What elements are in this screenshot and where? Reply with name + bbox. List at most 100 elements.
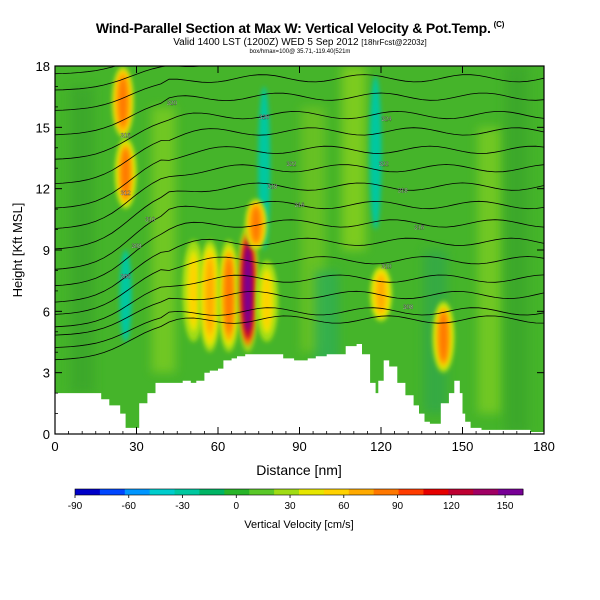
texture-band xyxy=(70,86,95,394)
contour-label: 316 xyxy=(414,226,425,232)
y-axis: 0 3 6 9 12 15 18 xyxy=(36,59,544,442)
x-tick-label: 120 xyxy=(370,439,392,454)
isentrope-line xyxy=(55,315,544,361)
contour-label: 318 xyxy=(267,185,278,191)
y-tick-label: 6 xyxy=(43,304,50,319)
colorbar-swatch xyxy=(498,489,524,495)
updraft-core xyxy=(225,258,233,334)
title-text: Wind-Parallel Section at Max W: Vertical… xyxy=(95,20,491,36)
contour-label: 310 xyxy=(145,217,156,223)
colorbar-tick-label: 0 xyxy=(233,501,239,512)
colorbar-swatch xyxy=(473,489,499,495)
y-tick-label: 0 xyxy=(43,427,50,442)
colorbar-tick-label: 30 xyxy=(284,501,296,512)
y-axis-label: Height [Kft MSL] xyxy=(10,203,25,298)
texture-band xyxy=(504,66,529,434)
y-tick-label: 3 xyxy=(43,366,50,381)
updraft-cell xyxy=(432,301,455,373)
colorbar-tick-label: -90 xyxy=(68,501,83,512)
terrain-mask xyxy=(55,344,544,434)
colorbar-swatch xyxy=(149,489,176,495)
colorbar-swatch xyxy=(199,489,225,495)
texture-band xyxy=(341,66,366,250)
contour-label: 316 xyxy=(121,134,132,140)
forecast-tag: [18hrFcst@2203z] xyxy=(361,38,427,47)
valid-time-line: Valid 1400 LST (1200Z) WED 5 Sep 2012 [1… xyxy=(0,37,600,48)
updraft-layer xyxy=(111,66,455,373)
colorbar-swatch xyxy=(249,489,275,495)
colorbar-tick-label: 120 xyxy=(443,501,460,512)
isentrope-line xyxy=(55,307,544,348)
updraft-core xyxy=(244,246,252,332)
updraft-core xyxy=(189,256,198,326)
contour-label: 310 xyxy=(381,264,392,270)
isentrope-line xyxy=(55,274,544,328)
isentrope-line xyxy=(55,145,544,209)
colorbar-frame xyxy=(74,488,524,496)
downdraft-cell xyxy=(119,250,132,342)
colorbar-label: Vertical Velocity [cm/s] xyxy=(244,519,353,531)
colorbar-swatch xyxy=(448,489,474,495)
isentrope-layer xyxy=(55,66,544,361)
x-tick-label: 30 xyxy=(129,439,143,454)
isentrope-line xyxy=(55,164,544,229)
isentrope-line xyxy=(55,200,544,270)
updraft-cell xyxy=(370,266,392,322)
updraft-cell xyxy=(111,66,134,138)
colorbar-swatch xyxy=(323,489,350,495)
isentrope-line xyxy=(55,237,544,303)
isentrope-line xyxy=(55,182,544,250)
texture-band xyxy=(151,106,176,373)
x-tick-label: 180 xyxy=(533,439,555,454)
colorbar-swatch xyxy=(224,489,250,495)
texture-band xyxy=(477,127,502,414)
updraft-cell xyxy=(236,225,259,353)
isentrope-line xyxy=(55,219,544,287)
isentrope-line xyxy=(55,127,544,184)
colorbar-tick-label: 60 xyxy=(338,501,350,512)
plot-area: 320 316 312 310 308 306 326 322 318 316 324 322 318 3… xyxy=(55,66,544,434)
isentrope-line xyxy=(55,110,544,160)
contour-label: 322 xyxy=(286,162,297,168)
colorbar-swatch xyxy=(373,489,400,495)
valid-time-text: Valid 1400 LST (1200Z) WED 5 Sep 2012 xyxy=(173,37,359,48)
contour-label: 316 xyxy=(294,203,305,209)
updraft-core xyxy=(119,77,127,126)
x-axis-label: Distance [nm] xyxy=(256,462,342,478)
isentrope-line xyxy=(55,92,544,136)
info-line: box/hmax=100@ 35.71,-119.40(521m xyxy=(249,49,351,55)
contour-label: 318 xyxy=(398,189,409,195)
contour-label: 320 xyxy=(167,101,178,107)
updraft-core xyxy=(263,273,271,329)
colorbar-swatch xyxy=(99,489,126,495)
x-tick-label: 60 xyxy=(211,439,225,454)
y-tick-label: 9 xyxy=(43,243,50,258)
y-tick-label: 18 xyxy=(36,59,50,74)
updraft-cell xyxy=(255,260,278,342)
colorbar-swatch xyxy=(75,489,101,495)
contour-labels: 320 316 312 310 308 306 326 322 318 316 324 322 318 3… xyxy=(121,101,425,312)
colorbar-swatch xyxy=(124,489,151,495)
contour-label: 326 xyxy=(259,115,270,121)
colorbar-swatch xyxy=(299,489,325,495)
texture-bands xyxy=(70,66,529,434)
x-tick-label: 150 xyxy=(452,439,474,454)
colorbar: -90 -60 -30 0 30 60 90 120 150 xyxy=(68,488,524,512)
x-tick-label: 90 xyxy=(292,439,306,454)
contour-label: 306 xyxy=(121,275,132,281)
updraft-cell xyxy=(198,239,221,353)
isentrope-line xyxy=(55,66,504,91)
contour-label: 312 xyxy=(121,191,132,197)
updraft-core xyxy=(377,275,385,313)
contour-label: 324 xyxy=(381,117,392,123)
chart-title: Wind-Parallel Section at Max W: Vertical… xyxy=(0,20,600,36)
colorbar-swatch xyxy=(348,489,375,495)
y-tick-label: 12 xyxy=(36,182,50,197)
colorbar-tick-label: -30 xyxy=(175,501,190,512)
x-tick-label: 0 xyxy=(51,439,58,454)
colorbar-tick-label: -60 xyxy=(122,501,137,512)
isentrope-line xyxy=(55,290,544,336)
x-axis: 0 30 60 90 120 150 180 xyxy=(51,66,555,454)
copyright-mark: (C) xyxy=(493,20,505,29)
